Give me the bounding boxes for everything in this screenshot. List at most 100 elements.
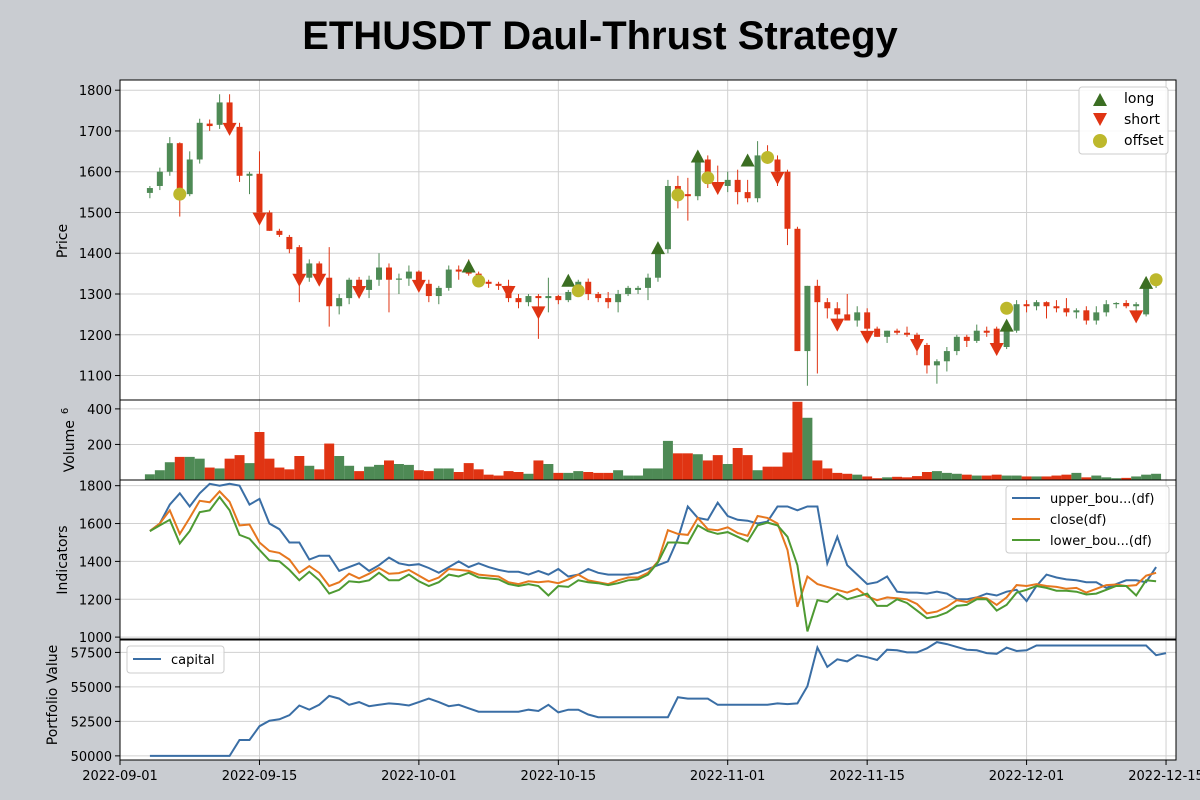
volume-bar bbox=[1101, 477, 1112, 480]
candle-body bbox=[874, 328, 881, 337]
candle-body bbox=[983, 330, 990, 333]
volume-bar bbox=[613, 470, 624, 480]
volume-bar bbox=[682, 453, 693, 480]
candle-body bbox=[953, 336, 960, 352]
capital-line bbox=[149, 641, 1167, 757]
candle-body bbox=[535, 296, 542, 299]
candle-body bbox=[1003, 330, 1010, 348]
volume-bar bbox=[324, 443, 335, 480]
candle-body bbox=[415, 271, 422, 284]
candle-body bbox=[286, 236, 293, 250]
volume-bar bbox=[364, 466, 375, 480]
volume-bar bbox=[344, 465, 355, 480]
candle-body bbox=[605, 298, 612, 303]
portfolio-legend: capital bbox=[126, 645, 225, 674]
indicators-ytick-label: 1000 bbox=[79, 631, 112, 646]
candle-body bbox=[963, 336, 970, 341]
candle-body bbox=[525, 296, 532, 303]
long-signal bbox=[740, 153, 755, 167]
volume-bar bbox=[662, 440, 673, 480]
long-signal bbox=[461, 259, 476, 273]
short-signal bbox=[909, 338, 924, 352]
volume-bar bbox=[354, 471, 365, 480]
x-tick-label: 2022-10-01 bbox=[381, 769, 457, 784]
candle-body bbox=[206, 123, 213, 127]
volume-bar bbox=[652, 468, 663, 480]
candle-body bbox=[854, 312, 861, 321]
volume-bar bbox=[852, 474, 863, 480]
candle-body bbox=[465, 271, 472, 274]
candle-body bbox=[794, 228, 801, 352]
candle-body bbox=[654, 253, 661, 278]
candle-body bbox=[804, 285, 811, 352]
offset-signal bbox=[571, 284, 585, 298]
candle-body bbox=[774, 159, 781, 172]
volume-bar bbox=[1041, 476, 1052, 480]
price-legend: long short offset bbox=[1078, 86, 1169, 155]
x-tick-label: 2022-11-01 bbox=[690, 769, 766, 784]
volume-bar bbox=[384, 460, 394, 480]
candle-body bbox=[784, 171, 791, 229]
candle-body bbox=[356, 279, 363, 290]
candle-body bbox=[993, 328, 1000, 348]
volume-bar bbox=[154, 470, 165, 480]
volume-bar bbox=[473, 469, 484, 480]
portfolio-panel bbox=[119, 639, 1177, 761]
short-signal bbox=[1129, 310, 1144, 324]
volume-bar bbox=[423, 471, 434, 480]
candle-body bbox=[246, 173, 253, 176]
volume-bar bbox=[503, 471, 514, 480]
volume-bar bbox=[443, 468, 454, 480]
candle-body bbox=[904, 332, 911, 335]
candle-body bbox=[495, 283, 502, 286]
candle-body bbox=[585, 281, 592, 295]
candle-body bbox=[864, 312, 871, 329]
volume-bar bbox=[722, 464, 733, 480]
short-signal bbox=[710, 182, 725, 196]
volume-bar bbox=[822, 468, 833, 480]
axis-ticks: 1100 1200 1300 1400 1500 1600 1700 1800 200 400 10… bbox=[71, 84, 1200, 784]
long-signal bbox=[650, 241, 665, 255]
volume-bar bbox=[931, 471, 942, 480]
candle-body bbox=[395, 278, 402, 280]
volume-bar bbox=[164, 462, 175, 480]
x-tick-label: 2022-12-15 bbox=[1128, 769, 1200, 784]
volume-bar bbox=[862, 476, 873, 480]
volume-bar bbox=[453, 472, 464, 480]
volume-bar bbox=[244, 463, 255, 480]
candle-body bbox=[1133, 304, 1140, 307]
indicators-ytick-label: 1800 bbox=[79, 480, 112, 495]
candle-body bbox=[1093, 312, 1100, 321]
candle-body bbox=[664, 185, 671, 250]
candle-body bbox=[156, 171, 163, 186]
price-ytick-label: 1600 bbox=[79, 166, 112, 181]
indicators-ytick-label: 1200 bbox=[79, 593, 112, 608]
portfolio-ytick-label: 55000 bbox=[71, 681, 112, 696]
volume-bar bbox=[264, 458, 275, 480]
legend-offset-marker bbox=[1093, 134, 1107, 148]
candle-body bbox=[296, 247, 303, 278]
volume-bar bbox=[493, 475, 504, 480]
price-ytick-label: 1100 bbox=[79, 370, 112, 385]
volume-bar bbox=[991, 474, 1002, 480]
indicator-lines bbox=[149, 482, 1157, 632]
candle-body bbox=[266, 212, 273, 231]
short-signal bbox=[770, 171, 785, 185]
candle-body bbox=[445, 269, 452, 288]
portfolio-ylabel: Portfolio Value bbox=[45, 645, 61, 746]
legend-long-label: long bbox=[1124, 91, 1154, 107]
candle-body bbox=[1143, 283, 1150, 315]
candle-body bbox=[385, 267, 392, 280]
volume-bar bbox=[563, 472, 574, 480]
candle-body bbox=[435, 287, 442, 297]
candle-body bbox=[1113, 302, 1120, 305]
capital-series-line bbox=[149, 641, 1167, 757]
candle-body bbox=[943, 351, 950, 362]
x-tick-label: 2022-09-01 bbox=[82, 769, 158, 784]
volume-bar bbox=[483, 474, 494, 480]
volume-bar bbox=[254, 432, 265, 480]
volume-bar bbox=[513, 472, 524, 480]
candle-body bbox=[1033, 302, 1040, 307]
candle-body bbox=[933, 361, 940, 366]
volume-bar bbox=[314, 469, 325, 480]
